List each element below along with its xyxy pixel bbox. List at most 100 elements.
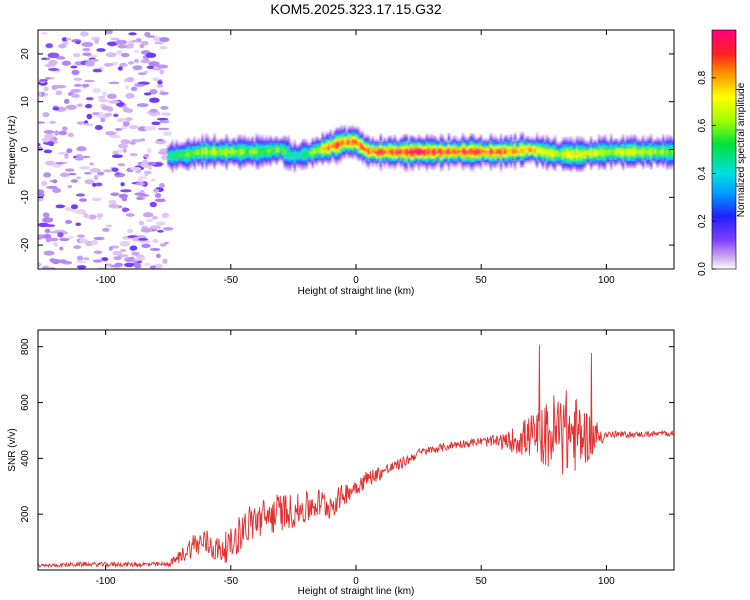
ridge-cell — [473, 142, 477, 146]
ridge-cell — [379, 147, 383, 151]
ridge-cell — [223, 148, 226, 151]
ridge-cell — [213, 147, 216, 150]
ridge-cell — [593, 149, 597, 152]
ridge-cell — [405, 155, 409, 158]
spectrogram-cells — [38, 30, 674, 269]
ridge-cell — [179, 146, 182, 149]
ridge-cell — [615, 162, 619, 165]
ridge-cell — [531, 158, 535, 161]
ridge-cell — [235, 157, 238, 160]
ridge-cell — [439, 162, 443, 165]
ridge-cell — [465, 149, 469, 152]
noise-speckle — [92, 259, 103, 263]
ridge-cell — [215, 155, 218, 158]
ridge-cell — [329, 148, 333, 151]
ridge-cell — [429, 160, 433, 163]
ridge-cell — [449, 163, 453, 167]
ridge-cell — [475, 139, 479, 142]
ridge-cell — [663, 138, 667, 141]
ridge-cell — [409, 161, 413, 164]
ridge-cell — [581, 144, 585, 147]
ridge-cell — [389, 157, 393, 160]
noise-speckle — [119, 241, 131, 247]
ridge-cell — [505, 153, 509, 156]
ridge-cell — [477, 161, 481, 164]
ridge-cell — [631, 156, 635, 159]
ridge-cell — [487, 143, 491, 146]
ridge-cell — [219, 148, 222, 151]
ridge-cell — [307, 162, 311, 165]
ridge-cell — [207, 154, 210, 157]
ridge-cell — [513, 137, 517, 140]
ridge-cell — [587, 152, 591, 155]
ridge-cell — [509, 160, 513, 163]
ridge-cell — [173, 146, 176, 149]
ridge-cell — [259, 140, 262, 143]
ridge-cell — [223, 155, 226, 158]
ridge-cell — [421, 140, 425, 143]
ridge-cell — [487, 157, 491, 160]
ridge-cell — [659, 147, 663, 151]
ridge-cell — [233, 156, 236, 159]
ridge-cell — [381, 160, 385, 163]
ridge-cell — [655, 146, 659, 149]
ridge-cell — [225, 155, 228, 158]
ridge-cell — [281, 153, 284, 156]
ridge-cell — [271, 138, 274, 141]
ridge-cell — [225, 165, 228, 168]
ridge-cell — [463, 142, 467, 145]
ridge-cell — [243, 139, 246, 142]
ridge-cell — [443, 145, 447, 148]
noise-speckle — [113, 256, 122, 261]
ridge-cell — [623, 159, 627, 162]
ridge-cell — [387, 164, 391, 167]
ridge-cell — [233, 159, 236, 162]
noise-speckle — [62, 126, 68, 131]
ridge-cell — [519, 165, 523, 168]
ridge-cell — [201, 133, 204, 136]
ridge-cell — [445, 147, 449, 150]
ridge-cell — [191, 139, 194, 142]
ridge-cell — [263, 138, 266, 141]
ridge-cell — [391, 156, 395, 159]
ridge-cell — [363, 151, 367, 154]
ridge-cell — [287, 137, 290, 140]
ridge-cell — [417, 153, 421, 156]
ridge-cell — [327, 153, 331, 156]
ridge-cell — [311, 147, 315, 150]
ridge-cell — [177, 153, 180, 156]
ridge-cell — [555, 155, 559, 158]
ridge-cell — [371, 141, 375, 144]
ridge-cell — [173, 143, 176, 146]
ridge-cell — [395, 143, 399, 146]
ridge-cell — [585, 158, 589, 161]
ridge-cell — [633, 139, 637, 142]
ridge-cell — [435, 166, 439, 169]
ridge-cell — [617, 156, 621, 159]
ridge-cell — [407, 147, 411, 150]
ridge-cell — [175, 144, 178, 147]
ridge-cell — [211, 162, 214, 165]
noise-speckle — [117, 44, 128, 49]
ridge-cell — [267, 150, 270, 153]
ridge-cell — [441, 151, 445, 154]
ridge-cell — [575, 155, 579, 158]
ridge-cell — [473, 147, 477, 150]
ridge-cell — [287, 144, 290, 147]
ridge-cell — [581, 149, 585, 152]
noise-speckle — [48, 59, 58, 66]
ridge-cell — [405, 148, 409, 151]
ridge-cell — [365, 158, 369, 161]
ridge-cell — [357, 158, 361, 161]
ridge-cell — [621, 156, 625, 159]
ridge-cell — [239, 136, 242, 139]
ridge-cell — [645, 148, 649, 151]
ridge-cell — [529, 140, 533, 143]
ridge-cell — [489, 138, 493, 141]
ridge-cell — [423, 156, 427, 159]
ridge-cell — [313, 141, 317, 145]
ridge-cell — [573, 165, 577, 168]
ridge-cell — [189, 163, 192, 166]
ridge-cell — [239, 167, 242, 171]
noise-speckle — [89, 168, 101, 173]
